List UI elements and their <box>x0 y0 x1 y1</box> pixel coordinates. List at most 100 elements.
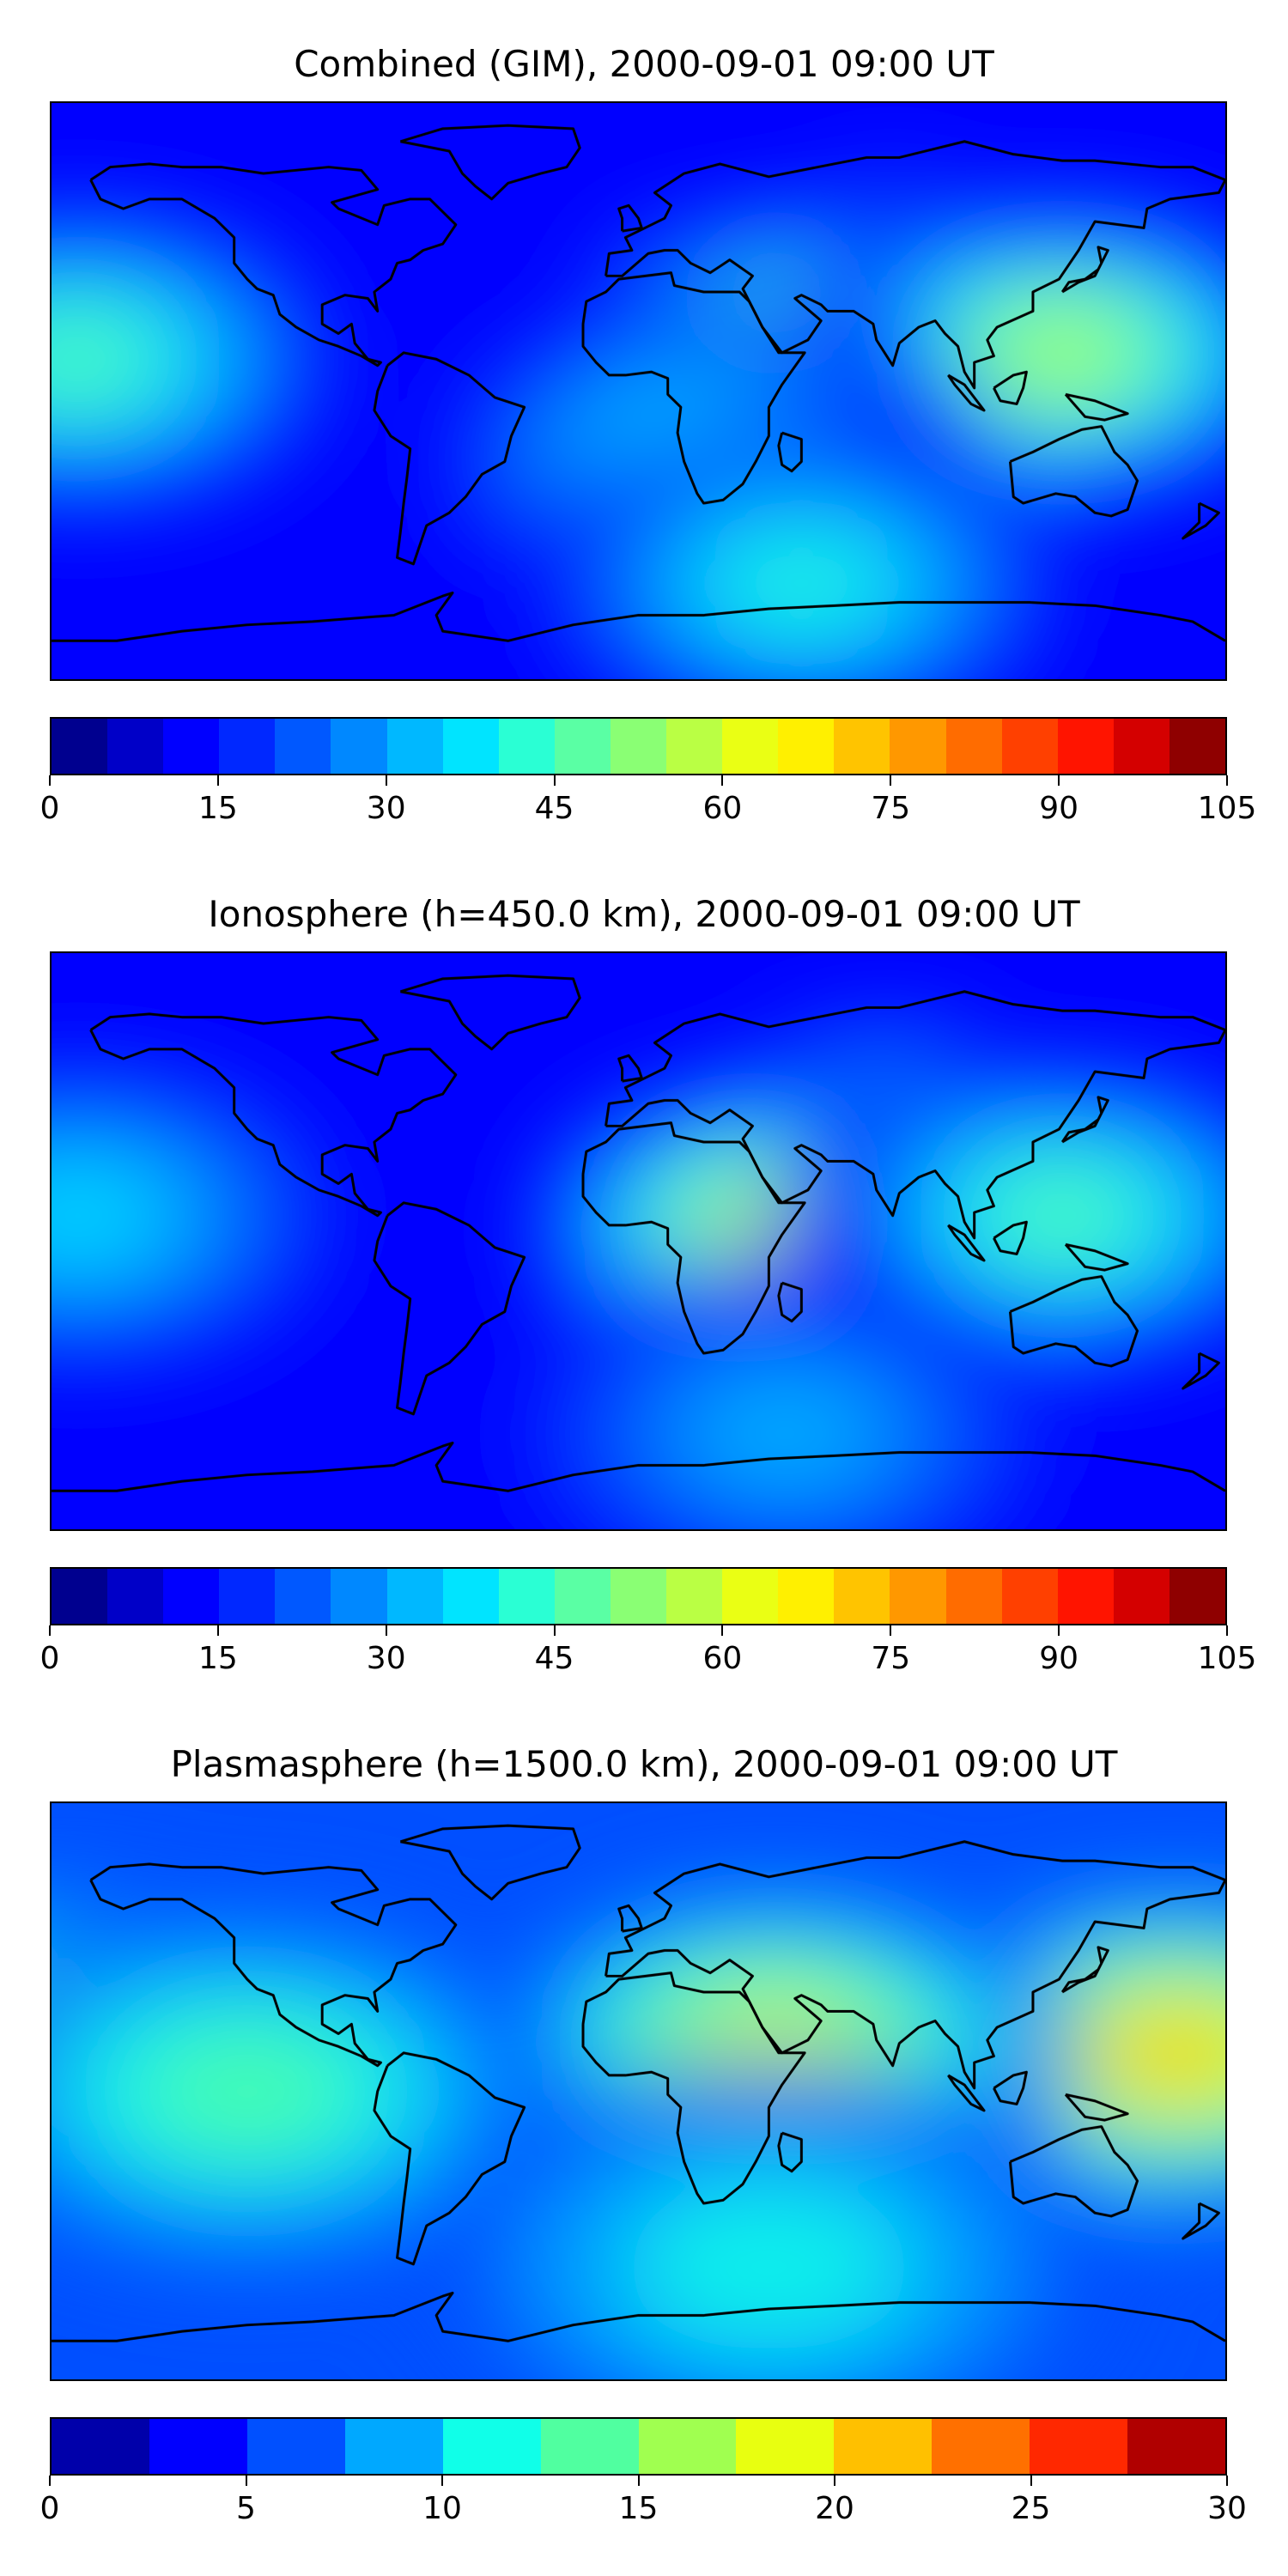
colorbar-tick-label: 90 <box>1039 791 1079 826</box>
coastline <box>1060 246 1109 294</box>
colorbar-tick-label: 10 <box>422 2491 462 2526</box>
colorbar-segment <box>246 2419 345 2474</box>
colorbar-tick <box>385 775 387 786</box>
coastline <box>1008 1275 1139 1368</box>
hotspot-band <box>52 322 144 397</box>
colorbar-segment <box>778 1569 835 1624</box>
coastline <box>1182 2202 1220 2240</box>
colorbar-tick-label: 60 <box>702 1641 743 1676</box>
colorbar-tick <box>49 775 51 786</box>
colorbar-segment <box>1169 719 1225 774</box>
coastline <box>52 1441 1225 1492</box>
chart-title: Ionosphere (h=450.0 km), 2000-09-01 09:0… <box>208 893 1080 935</box>
colorbar-segment <box>945 1569 1002 1624</box>
colorbar-tick <box>553 775 556 786</box>
map-svg <box>52 103 1225 679</box>
coastline <box>777 2131 803 2173</box>
colorbar-tick <box>49 2476 51 2486</box>
coastline <box>777 1281 803 1323</box>
colorbar-tick-label: 15 <box>618 2491 659 2526</box>
colorbar-segment <box>149 2419 247 2474</box>
colorbar-tick <box>1058 1625 1060 1636</box>
colorbar-segment <box>932 2419 1030 2474</box>
colorbar <box>50 717 1227 775</box>
map-plot <box>50 1801 1227 2381</box>
colorbar-tick-label: 0 <box>39 1641 60 1676</box>
chart-title: Combined (GIM), 2000-09-01 09:00 UT <box>294 43 994 85</box>
colorbar-segment <box>610 1569 667 1624</box>
colorbar-tick-label: 15 <box>197 1641 238 1676</box>
coastline <box>581 1971 806 2205</box>
coastline <box>373 1201 526 1416</box>
coastline <box>89 1862 458 2068</box>
coastline <box>52 2291 1225 2342</box>
colorbar-segment <box>1001 719 1058 774</box>
coastline <box>947 374 986 412</box>
tec-field <box>52 1880 1225 2379</box>
coastline <box>399 1824 581 1901</box>
colorbar-segment <box>722 1569 779 1624</box>
coastline <box>1182 501 1220 540</box>
map-svg <box>52 953 1225 1529</box>
coastline <box>993 2070 1028 2105</box>
colorbar-segment <box>52 2419 149 2474</box>
colorbar-ticks: 0 15 30 45 60 75 90 105 <box>40 1625 1256 1677</box>
colorbar-ticks: 0 5 10 15 20 25 30 <box>40 2476 1247 2527</box>
colorbar-tick <box>721 775 724 786</box>
colorbar-tick-label: 30 <box>1207 2491 1247 2526</box>
coastline <box>993 370 1028 405</box>
coastline <box>1008 425 1139 518</box>
colorbar-ticks: 0 15 30 45 60 75 90 105 <box>40 775 1256 827</box>
colorbar-tick-label: 45 <box>534 791 574 826</box>
colorbar-segment <box>834 719 890 774</box>
colorbar-segment <box>1057 719 1114 774</box>
colorbar-tick <box>721 1625 724 1636</box>
coastline <box>581 1121 806 1355</box>
coastline <box>605 990 1225 1240</box>
coastline <box>1064 392 1129 422</box>
colorbar-tick-label: 75 <box>871 1641 911 1676</box>
hotspot-band <box>730 543 873 623</box>
colorbar-segment <box>945 719 1002 774</box>
hotspot-band <box>52 1171 157 1261</box>
colorbar-segment <box>498 1569 555 1624</box>
colorbar-segment <box>163 719 220 774</box>
coastline <box>947 2074 986 2112</box>
colorbar-tick <box>216 1625 219 1636</box>
colorbar-tick <box>385 1625 387 1636</box>
colorbar-segment <box>1169 1569 1225 1624</box>
colorbar-tick <box>890 1625 892 1636</box>
colorbar-tick <box>553 1625 556 1636</box>
colorbar-segment <box>498 719 555 774</box>
colorbar-segment <box>722 719 779 774</box>
colorbar-segment <box>540 2419 639 2474</box>
colorbar-segment <box>219 1569 276 1624</box>
colorbar-tick <box>1058 775 1060 786</box>
colorbar-segment <box>107 719 164 774</box>
colorbar-tick <box>890 775 892 786</box>
colorbar-tick <box>1226 2476 1228 2486</box>
map-svg <box>52 1803 1225 2379</box>
colorbar-tick-label: 0 <box>39 2491 60 2526</box>
colorbar-segment <box>778 719 835 774</box>
coastline <box>617 1054 643 1083</box>
colorbar-segment <box>666 719 723 774</box>
hotspot-band <box>1104 2013 1225 2093</box>
colorbar-tick-label: 45 <box>534 1641 574 1676</box>
colorbar-tick <box>49 1625 51 1636</box>
coastline <box>1064 1242 1129 1272</box>
coastline <box>373 351 526 566</box>
colorbar-tick <box>216 775 219 786</box>
coastline <box>617 204 643 233</box>
colorbar-segment <box>638 2419 737 2474</box>
colorbar-tick-label: 5 <box>236 2491 256 2526</box>
colorbar <box>50 1567 1227 1625</box>
map-plot <box>50 951 1227 1531</box>
hotspot-band <box>996 1178 1129 1253</box>
colorbar-tick-label: 0 <box>39 791 60 826</box>
colorbar-segment <box>1113 1569 1170 1624</box>
coastline <box>777 431 803 473</box>
colorbar-tick-label: 30 <box>366 791 406 826</box>
colorbar-segment <box>52 719 108 774</box>
colorbar-segment <box>52 1569 108 1624</box>
